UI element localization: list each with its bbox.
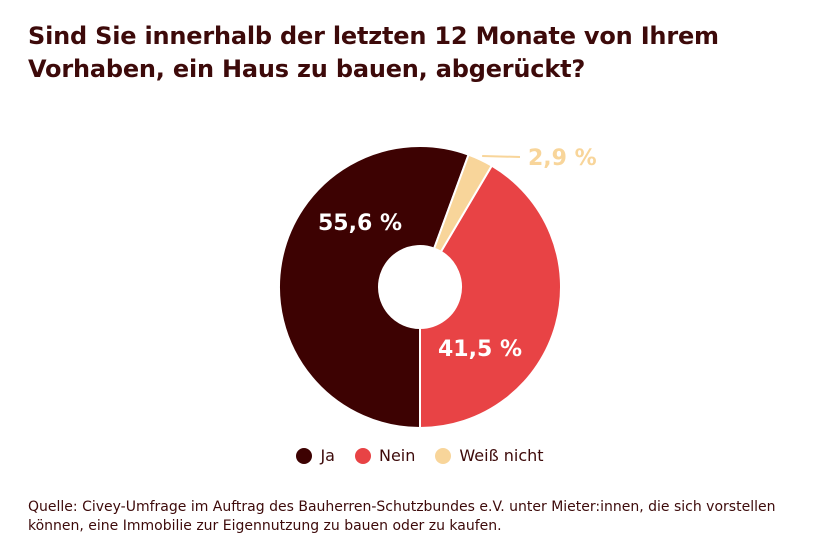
leader-line-weiss-nicht — [482, 154, 521, 158]
legend-label-nein: Nein — [378, 446, 416, 465]
legend-item-weiss-nicht: Weiß nicht — [435, 446, 544, 465]
value-label-ja: 55,6 % — [318, 211, 402, 236]
legend: Ja Nein Weiß nicht — [0, 446, 840, 465]
legend-swatch-ja — [296, 447, 313, 464]
legend-swatch-nein — [354, 447, 371, 464]
legend-label-weiss-nicht: Weiß nicht — [459, 446, 544, 465]
legend-label-ja: Ja — [320, 446, 335, 465]
source-note: Quelle: Civey-Umfrage im Auftrag des Bau… — [28, 499, 776, 534]
donut-labels: 55,6 % 41,5 % 2,9 % — [318, 146, 597, 362]
legend-swatch-weiss-nicht — [435, 447, 452, 464]
legend-item-nein: Nein — [354, 446, 416, 465]
legend-item-ja: Ja — [296, 446, 335, 465]
slice-weiss-nicht — [432, 153, 494, 254]
chart-title: Sind Sie innerhalb der letzten 12 Monate… — [28, 22, 719, 83]
value-label-weiss-nicht: 2,9 % — [528, 146, 597, 171]
slice-nein — [419, 164, 562, 430]
slice-ja — [278, 145, 470, 430]
donut-slices — [278, 145, 562, 430]
value-label-nein: 41,5 % — [438, 337, 522, 362]
